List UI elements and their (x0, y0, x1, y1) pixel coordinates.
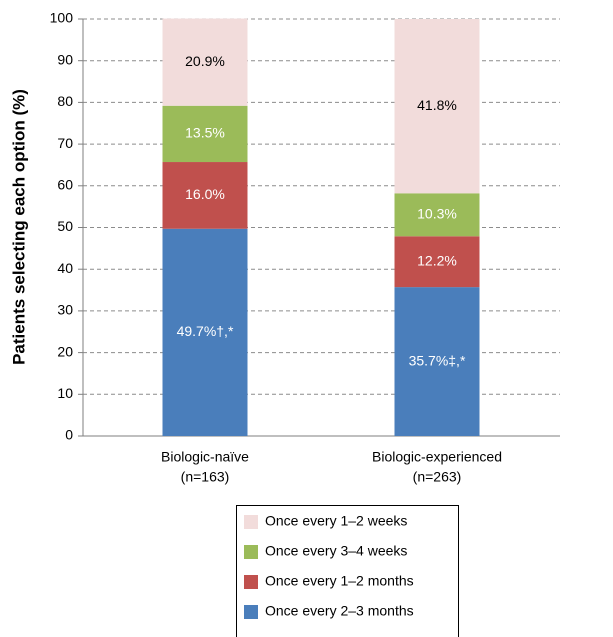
bar-segment (162, 162, 248, 229)
y-tick-label: 30 (57, 302, 73, 318)
bar-segment (162, 228, 248, 436)
value-label: 13.5% (185, 125, 225, 141)
y-axis-title: Patients selecting each option (%) (9, 89, 28, 365)
legend-swatch (244, 545, 258, 559)
x-tick-label: (n=263) (413, 469, 462, 485)
bar-segment (394, 287, 480, 436)
y-tick-label: 0 (65, 427, 73, 443)
y-tick-label: 80 (57, 93, 73, 109)
legend-label: Once every 2–3 months (265, 603, 414, 619)
y-tick-label: 10 (57, 385, 73, 401)
y-tick-label: 100 (50, 10, 74, 26)
bar-segment (394, 19, 480, 194)
value-label: 16.0% (185, 186, 225, 202)
legend-swatch (244, 515, 258, 529)
y-tick-label: 40 (57, 260, 73, 276)
value-label: 35.7%‡,* (409, 352, 466, 368)
y-tick-label: 90 (57, 51, 73, 67)
bar-segment (162, 18, 248, 106)
bar-segment (394, 236, 480, 288)
value-label: 20.9% (185, 53, 225, 69)
legend-swatch (244, 575, 258, 589)
bar-segment (162, 105, 248, 163)
value-label: 41.8% (417, 97, 457, 113)
y-tick-label: 60 (57, 177, 73, 193)
bar-segment (394, 193, 480, 237)
y-tick-label: 50 (57, 218, 73, 234)
x-tick-label: (n=163) (181, 469, 230, 485)
y-tick-label: 70 (57, 135, 73, 151)
legend-box (236, 505, 459, 637)
legend-label: Once every 1–2 months (265, 573, 414, 589)
legend-label: Once every 1–2 weeks (265, 513, 407, 529)
y-tick-label: 20 (57, 343, 73, 359)
value-label: 49.7%†,* (177, 323, 234, 339)
legend-swatch (244, 605, 258, 619)
value-label: 12.2% (417, 252, 457, 268)
x-tick-label: Biologic-experienced (372, 449, 502, 465)
value-label: 10.3% (417, 205, 457, 221)
x-tick-label: Biologic-naïve (161, 449, 249, 465)
legend-label: Once every 3–4 weeks (265, 543, 407, 559)
